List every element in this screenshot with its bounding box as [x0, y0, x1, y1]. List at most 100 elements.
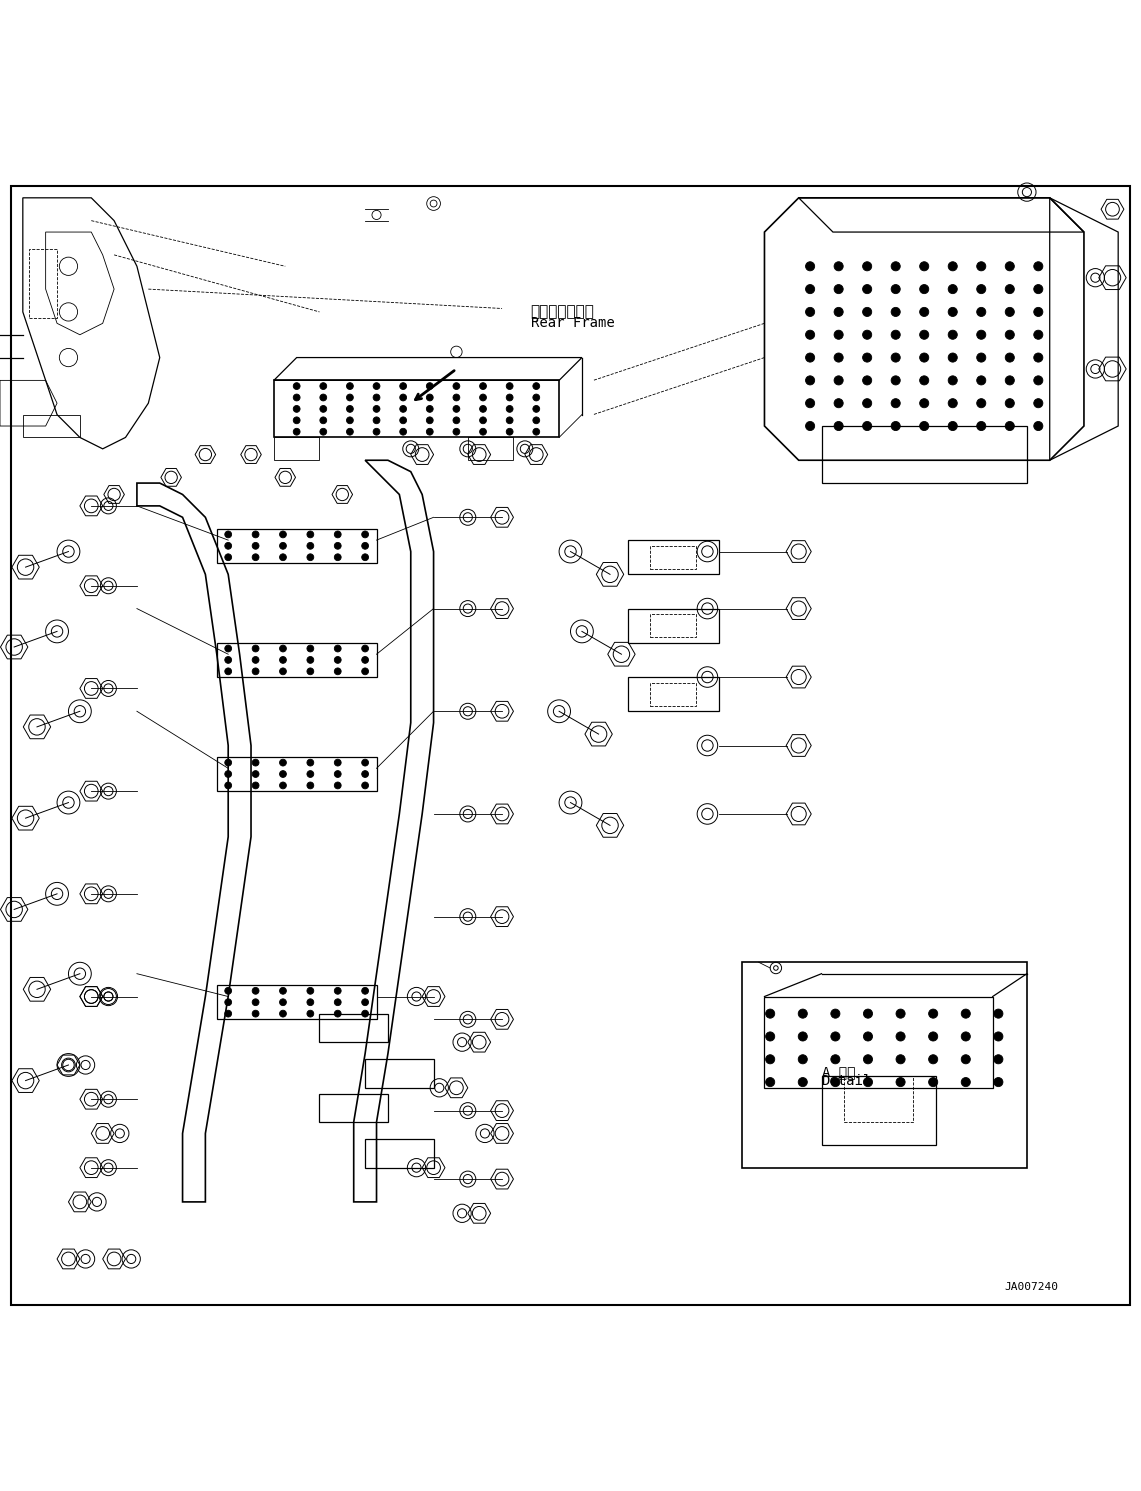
- Circle shape: [307, 759, 314, 766]
- Circle shape: [799, 1032, 808, 1041]
- Circle shape: [307, 531, 314, 538]
- Circle shape: [806, 398, 815, 407]
- Circle shape: [252, 543, 259, 549]
- Circle shape: [225, 668, 232, 675]
- Circle shape: [362, 771, 369, 777]
- Circle shape: [427, 383, 434, 389]
- Bar: [650, 683, 696, 705]
- Circle shape: [252, 771, 259, 777]
- Circle shape: [399, 383, 406, 389]
- Circle shape: [806, 307, 815, 316]
- Circle shape: [533, 383, 540, 389]
- Circle shape: [891, 376, 900, 385]
- Circle shape: [834, 398, 843, 407]
- Bar: [365, 1139, 434, 1167]
- Bar: [628, 677, 719, 711]
- Circle shape: [373, 406, 380, 413]
- Circle shape: [799, 1078, 808, 1087]
- Circle shape: [334, 656, 341, 663]
- Circle shape: [225, 531, 232, 538]
- Bar: [822, 426, 1027, 483]
- Bar: [365, 1059, 434, 1088]
- Circle shape: [307, 543, 314, 549]
- Circle shape: [920, 353, 929, 362]
- Circle shape: [977, 285, 986, 294]
- Circle shape: [280, 759, 286, 766]
- Circle shape: [307, 656, 314, 663]
- Circle shape: [280, 531, 286, 538]
- Circle shape: [948, 307, 957, 316]
- Circle shape: [225, 656, 232, 663]
- Circle shape: [766, 1009, 775, 1018]
- Circle shape: [977, 307, 986, 316]
- Circle shape: [225, 781, 232, 789]
- Circle shape: [1034, 330, 1043, 340]
- Circle shape: [1034, 398, 1043, 407]
- Circle shape: [806, 262, 815, 271]
- Circle shape: [479, 406, 486, 413]
- Circle shape: [766, 1054, 775, 1065]
- Circle shape: [961, 1054, 970, 1065]
- Circle shape: [1005, 353, 1014, 362]
- Circle shape: [948, 376, 957, 385]
- Circle shape: [319, 383, 326, 389]
- Circle shape: [1034, 307, 1043, 316]
- Circle shape: [252, 999, 259, 1005]
- Circle shape: [507, 394, 513, 401]
- Circle shape: [399, 428, 406, 435]
- Circle shape: [977, 353, 986, 362]
- Circle shape: [362, 553, 369, 561]
- Circle shape: [362, 656, 369, 663]
- Circle shape: [293, 417, 300, 423]
- Circle shape: [896, 1078, 905, 1087]
- Circle shape: [225, 1011, 232, 1017]
- Circle shape: [280, 781, 286, 789]
- Circle shape: [225, 999, 232, 1005]
- Circle shape: [319, 406, 326, 413]
- Circle shape: [863, 353, 872, 362]
- Circle shape: [920, 398, 929, 407]
- Bar: [822, 1077, 936, 1145]
- Circle shape: [293, 428, 300, 435]
- Circle shape: [799, 1009, 808, 1018]
- Circle shape: [334, 1011, 341, 1017]
- Circle shape: [479, 428, 486, 435]
- Circle shape: [977, 330, 986, 340]
- Circle shape: [863, 376, 872, 385]
- Circle shape: [834, 285, 843, 294]
- Bar: [319, 1093, 388, 1123]
- Circle shape: [293, 383, 300, 389]
- Circle shape: [948, 353, 957, 362]
- Circle shape: [977, 398, 986, 407]
- Circle shape: [834, 307, 843, 316]
- Circle shape: [334, 668, 341, 675]
- Circle shape: [225, 771, 232, 777]
- Circle shape: [307, 987, 314, 994]
- Circle shape: [373, 394, 380, 401]
- Circle shape: [252, 668, 259, 675]
- Circle shape: [362, 999, 369, 1005]
- Circle shape: [1005, 422, 1014, 431]
- Circle shape: [347, 383, 354, 389]
- Circle shape: [961, 1009, 970, 1018]
- Circle shape: [1034, 376, 1043, 385]
- Circle shape: [453, 428, 460, 435]
- Circle shape: [319, 428, 326, 435]
- Circle shape: [920, 422, 929, 431]
- Circle shape: [920, 376, 929, 385]
- Circle shape: [427, 406, 434, 413]
- Circle shape: [307, 999, 314, 1005]
- Circle shape: [896, 1054, 905, 1065]
- Circle shape: [806, 285, 815, 294]
- Circle shape: [293, 394, 300, 401]
- Circle shape: [362, 759, 369, 766]
- Circle shape: [479, 394, 486, 401]
- Circle shape: [453, 383, 460, 389]
- Circle shape: [334, 759, 341, 766]
- Circle shape: [280, 646, 286, 652]
- Circle shape: [948, 422, 957, 431]
- Circle shape: [863, 422, 872, 431]
- Circle shape: [834, 262, 843, 271]
- Bar: [650, 614, 696, 637]
- Circle shape: [507, 383, 513, 389]
